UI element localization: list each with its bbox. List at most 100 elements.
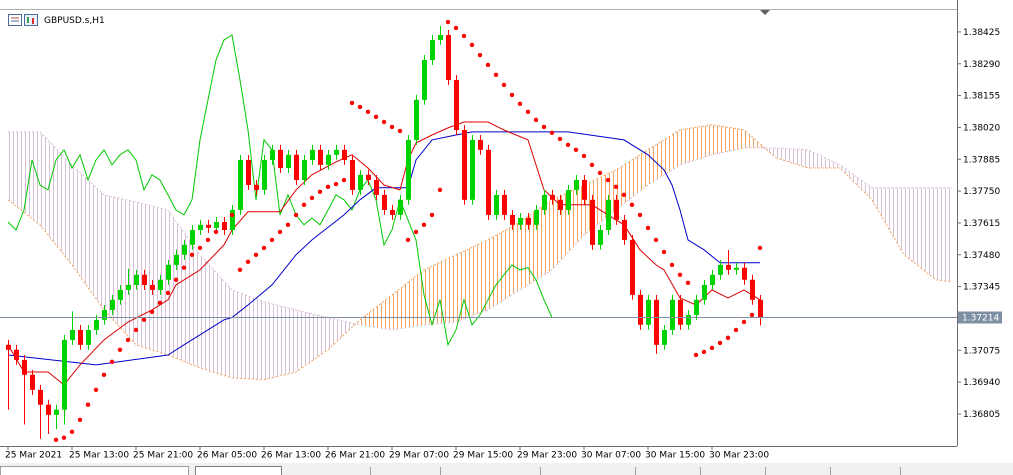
candle-body <box>694 299 699 315</box>
candle-body <box>358 174 363 190</box>
candle-body <box>302 159 307 181</box>
candle-body <box>374 180 379 195</box>
sar-dot <box>709 345 715 351</box>
sar-dot <box>653 237 659 243</box>
tab[interactable] <box>0 466 189 475</box>
sar-dot <box>325 184 331 190</box>
sar-dot <box>285 222 291 228</box>
sar-dot <box>125 337 131 343</box>
sar-dot <box>581 153 587 159</box>
candle-body <box>54 409 59 415</box>
sar-dot <box>293 212 299 218</box>
candle-body <box>126 284 131 290</box>
candle-body <box>366 174 371 181</box>
sar-dot <box>517 101 523 107</box>
sar-dot <box>213 229 219 235</box>
candle-body <box>246 159 251 185</box>
candle-body <box>518 217 523 225</box>
candle-body <box>78 329 83 345</box>
chart-title: GBPUSD.s,H1 <box>44 16 105 26</box>
x-tick-label: 29 Mar 07:00 <box>389 451 449 461</box>
candle-body <box>678 299 683 325</box>
sar-dot <box>533 117 539 123</box>
sar-dot <box>509 92 515 98</box>
sar-dot <box>53 437 59 443</box>
candle-body <box>174 254 179 265</box>
candle-body <box>558 199 563 210</box>
candle-body <box>182 244 187 255</box>
sar-dot <box>605 177 611 183</box>
candle-body <box>574 180 579 190</box>
sar-dot <box>357 104 363 110</box>
sar-dot <box>61 435 67 440</box>
tab-bar <box>0 463 1013 475</box>
candle-body <box>350 159 355 190</box>
candle-body <box>190 230 195 245</box>
candle-body <box>622 219 627 240</box>
sar-dot <box>373 114 379 120</box>
sar-dot <box>365 109 371 115</box>
candle-body <box>734 267 739 270</box>
sar-dot <box>133 327 139 333</box>
candle-body <box>502 194 507 215</box>
candle-body <box>742 267 747 280</box>
symbol-icon <box>8 14 38 26</box>
price-label: 1.37214 <box>962 314 999 324</box>
sar-dot <box>269 237 275 243</box>
candle-body <box>470 139 475 200</box>
candle-body <box>486 149 491 215</box>
candle-body <box>110 299 115 310</box>
sar-dot <box>77 417 83 423</box>
candle-body <box>390 209 395 215</box>
candle-body <box>30 374 35 390</box>
sar-dot <box>173 277 179 282</box>
candle-body <box>278 149 283 168</box>
sar-dot <box>501 82 507 88</box>
candle-body <box>590 199 595 245</box>
x-tick-label: 30 Mar 07:00 <box>581 451 641 461</box>
candle-body <box>230 209 235 231</box>
y-tick-label: 1.38425 <box>963 28 1000 38</box>
x-tick-label: 30 Mar 15:00 <box>645 451 705 461</box>
candle-body <box>454 80 459 131</box>
candle-body <box>14 349 19 360</box>
sar-dot <box>117 347 123 352</box>
sar-dot <box>525 109 531 115</box>
candle-body <box>270 149 275 160</box>
candle-body <box>606 199 611 231</box>
x-tick-label: 25 Mar 2021 <box>5 451 62 461</box>
sar-dot <box>413 229 419 235</box>
sar-dot <box>181 265 187 270</box>
sar-dot <box>541 124 547 130</box>
sar-dot <box>437 187 443 193</box>
y-tick-label: 1.37885 <box>963 155 1000 165</box>
sar-dot <box>317 189 323 195</box>
candle-body <box>566 189 571 210</box>
sar-dot <box>141 317 147 323</box>
y-tick-label: 1.37750 <box>963 187 1000 197</box>
candle-body <box>238 159 243 210</box>
candle-body <box>262 159 267 190</box>
shift-marker[interactable] <box>760 10 770 15</box>
sar-dot <box>749 312 755 318</box>
candle-body <box>382 194 387 210</box>
sar-dot <box>549 130 555 136</box>
plot-area <box>6 19 953 443</box>
sar-dot <box>597 170 603 176</box>
tab[interactable] <box>195 466 282 475</box>
candle-body <box>462 130 467 200</box>
sar-dot <box>421 222 427 228</box>
sar-dot <box>93 387 99 393</box>
sar-dot <box>669 262 675 268</box>
sar-dot <box>349 100 355 106</box>
sar-dot <box>381 119 387 125</box>
sar-dot <box>445 19 451 25</box>
sar-dot <box>309 195 315 201</box>
sar-dot <box>685 280 691 286</box>
candle-body <box>710 274 715 285</box>
candle-body <box>702 284 707 300</box>
candle-body <box>446 34 451 81</box>
candle-body <box>494 194 499 215</box>
